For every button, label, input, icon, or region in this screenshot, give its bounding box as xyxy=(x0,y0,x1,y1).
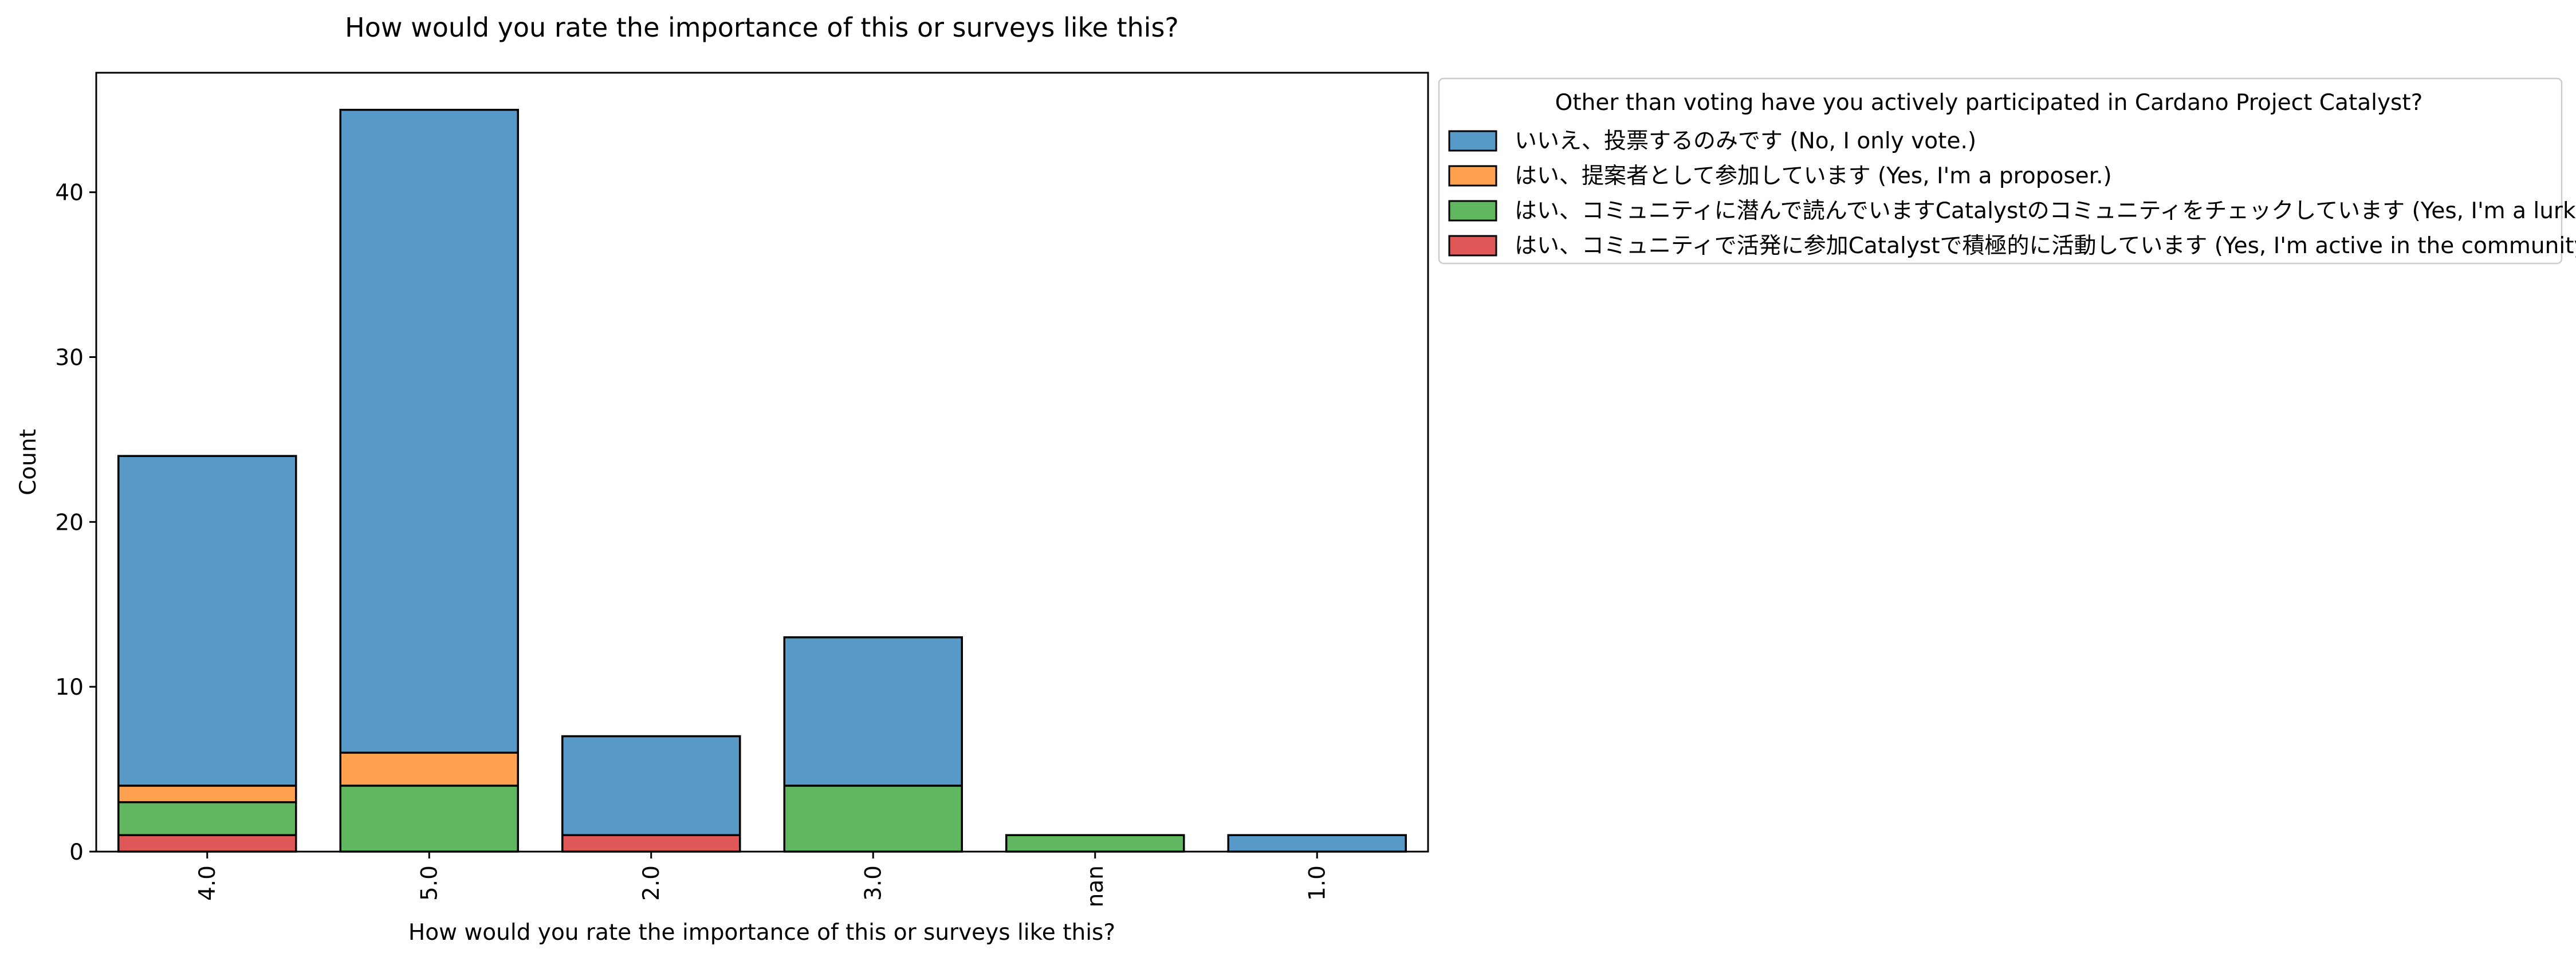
legend-title: Other than voting have you actively part… xyxy=(1555,90,2423,116)
bar-segment xyxy=(1227,834,1407,853)
bar-segment xyxy=(561,735,741,836)
bars-layer xyxy=(117,109,1407,853)
legend-swatch xyxy=(1448,200,1497,222)
legend-swatch xyxy=(1448,130,1497,152)
y-tick-label: 10 xyxy=(55,675,84,700)
x-tick-label: 3.0 xyxy=(860,865,886,901)
bar-segment xyxy=(1005,834,1185,853)
legend-label: はい、コミュニティに潜んで読んでいますCatalystのコミュニティをチェックし… xyxy=(1515,198,2576,224)
x-tick-label: nan xyxy=(1083,865,1108,907)
x-tick-label: 1.0 xyxy=(1304,865,1330,901)
bar-segment xyxy=(339,109,519,754)
bar-segment xyxy=(783,636,963,787)
bar-segment xyxy=(117,455,297,787)
legend-label: はい、提案者として参加しています (Yes, I'm a proposer.) xyxy=(1515,163,2112,189)
legend-swatch xyxy=(1448,235,1497,257)
x-tick-label: 2.0 xyxy=(639,865,664,901)
bar-segment xyxy=(339,751,519,787)
x-tick-label: 5.0 xyxy=(416,865,442,901)
y-axis: 0 10 20 30 40 xyxy=(55,180,96,865)
legend: Other than voting have you actively part… xyxy=(1438,77,2576,265)
plot-frame xyxy=(95,72,1429,853)
bar-segment xyxy=(339,785,519,853)
chart-title: How would you rate the importance of thi… xyxy=(345,12,1179,43)
y-axis-label: Count xyxy=(15,429,41,495)
legend-label: はい、コミュニティで活発に参加Catalystで積極的に活動しています (Yes… xyxy=(1515,233,2576,259)
y-tick-label: 40 xyxy=(55,180,84,206)
bar-segment xyxy=(117,801,297,836)
bar-segment xyxy=(117,785,297,803)
bar-segment xyxy=(117,834,297,853)
legend-frame xyxy=(1438,77,2563,265)
x-axis-label: How would you rate the importance of thi… xyxy=(408,920,1115,946)
y-tick-label: 30 xyxy=(55,345,84,371)
y-tick-label: 20 xyxy=(55,510,84,535)
bar-segment xyxy=(783,785,963,853)
legend-label: いいえ、投票するのみです (No, I only vote.) xyxy=(1515,128,1976,154)
legend-swatch xyxy=(1448,165,1497,187)
bar-segment xyxy=(561,834,741,853)
x-tick-label: 4.0 xyxy=(195,865,221,901)
x-axis: 4.0 5.0 2.0 3.0 nan 1.0 xyxy=(195,852,1330,907)
y-tick-label: 0 xyxy=(69,840,84,865)
